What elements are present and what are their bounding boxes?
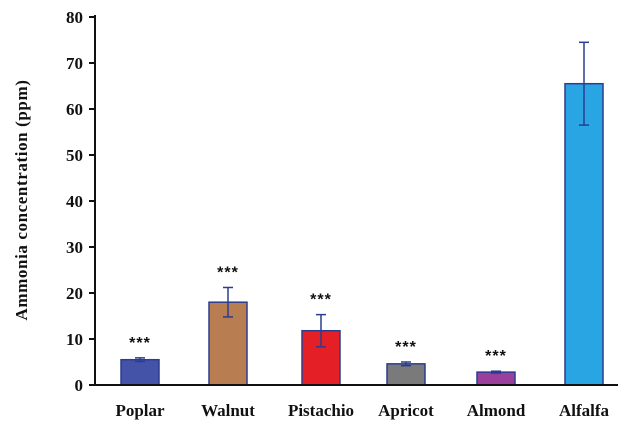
y-tick-label: 0 (75, 376, 84, 395)
significance-label: *** (129, 335, 151, 352)
error-bar (491, 370, 501, 374)
y-axis-title: Ammonia concentration (ppm) (12, 80, 31, 321)
x-axis: Poplar Walnut Pistachio Apricot Almond Alfalf… (95, 384, 618, 420)
error-bar (579, 41, 589, 126)
x-category-label: Almond (467, 401, 526, 420)
bar-apricot (386, 363, 426, 386)
y-tick-label: 70 (66, 54, 83, 73)
bar-almond (476, 371, 516, 386)
error-bar (135, 357, 145, 363)
bar-poplar (120, 358, 160, 386)
y-axis: 0 10 20 30 40 50 60 70 80 (66, 8, 96, 395)
y-tick-label: 10 (66, 330, 83, 349)
y-tick-label: 60 (66, 100, 83, 119)
y-tick-label: 80 (66, 8, 83, 27)
bar-alfalfa (564, 82, 604, 386)
x-category-label: Pistachio (288, 401, 354, 420)
y-tick-label: 20 (66, 284, 83, 303)
error-bar (223, 286, 233, 318)
bar-walnut (208, 301, 248, 386)
x-category-label: Poplar (115, 401, 165, 420)
significance-label: *** (217, 264, 239, 281)
error-bar (401, 361, 411, 367)
y-tick-label: 40 (66, 192, 83, 211)
significance-label: *** (310, 292, 332, 309)
x-category-label: Apricot (378, 401, 434, 420)
y-tick-label: 30 (66, 238, 83, 257)
y-tick-label: 50 (66, 146, 83, 165)
x-category-label: Alfalfa (559, 401, 610, 420)
significance-label: *** (485, 348, 507, 365)
bars: *** *** *** *** *** (120, 41, 604, 386)
x-category-label: Walnut (201, 401, 255, 420)
error-bar (316, 313, 326, 348)
significance-label: *** (395, 339, 417, 356)
